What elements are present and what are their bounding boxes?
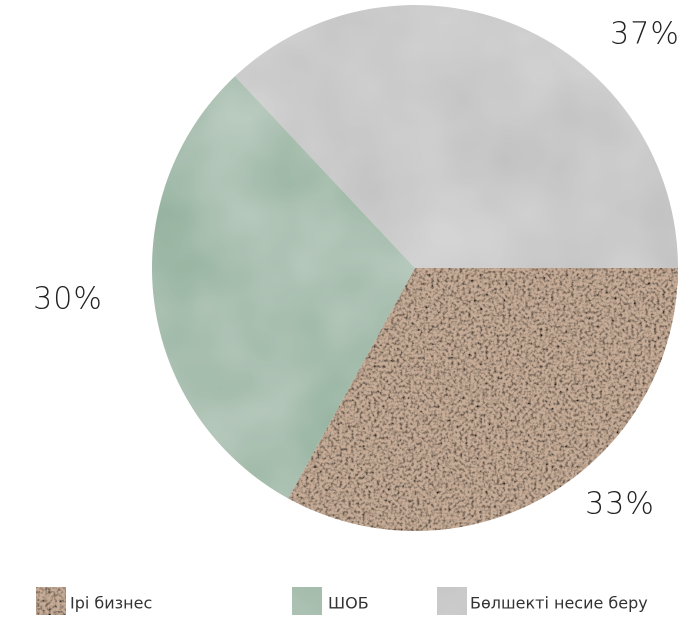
- slice-label: 30%: [33, 282, 103, 317]
- slice-label: 33%: [585, 487, 655, 522]
- legend-label: Бөлшекті несие беру: [470, 594, 648, 613]
- pie-slice: [288, 268, 678, 531]
- pie-slice: [234, 5, 678, 268]
- pie-slice: [152, 76, 415, 499]
- legend: Ірі бизнес ШОБ Бөлшекті несие беру: [36, 587, 648, 615]
- labels: 33% 30% 37%: [33, 17, 680, 522]
- legend-swatch: [36, 587, 66, 615]
- legend-label: ШОБ: [328, 594, 369, 613]
- pie: [152, 5, 678, 531]
- legend-swatch: [292, 587, 322, 615]
- legend-label: Ірі бизнес: [70, 594, 152, 613]
- legend-swatch: [437, 587, 467, 615]
- slice-label: 37%: [610, 17, 680, 52]
